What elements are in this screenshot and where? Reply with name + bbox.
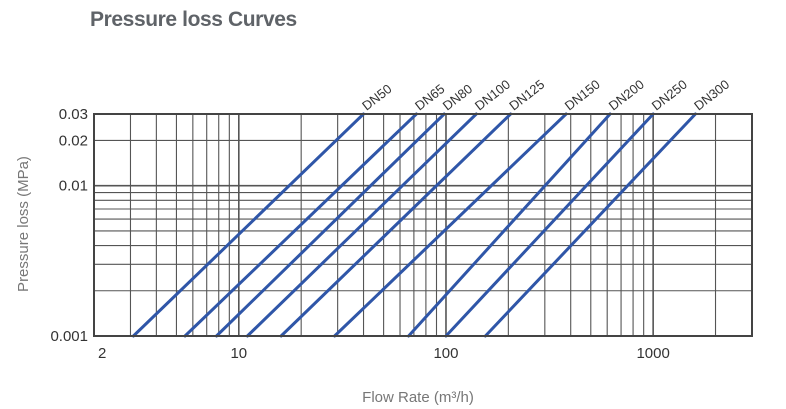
series-line-dn300 bbox=[483, 112, 697, 338]
series-line-dn80 bbox=[215, 112, 446, 338]
series-label-dn200: DN200 bbox=[606, 77, 647, 114]
y-tick-label: 0.02 bbox=[59, 132, 88, 149]
tick-labels: 2 10 100 1000 0.001 0.01 0.02 0.03 bbox=[50, 106, 669, 362]
x-tick-label: 1000 bbox=[636, 345, 669, 362]
y-tick-label: 0.001 bbox=[50, 328, 88, 345]
series-label-dn80: DN80 bbox=[440, 81, 475, 113]
series-line-dn50 bbox=[131, 112, 365, 338]
x-axis-title: Flow Rate (m³/h) bbox=[362, 389, 474, 406]
series-line-dn200 bbox=[407, 112, 612, 338]
grid bbox=[94, 114, 752, 336]
x-tick-label: 2 bbox=[98, 345, 106, 362]
y-tick-label: 0.01 bbox=[59, 178, 88, 195]
series-lines bbox=[131, 112, 697, 338]
y-tick-label: 0.03 bbox=[59, 106, 88, 123]
series-label-dn125: DN125 bbox=[506, 77, 547, 114]
series-label-dn65: DN65 bbox=[412, 81, 447, 113]
series-label-dn150: DN150 bbox=[562, 77, 603, 114]
series-line-dn100 bbox=[245, 112, 478, 338]
series-line-dn125 bbox=[279, 112, 513, 338]
page-title: Pressure loss Curves bbox=[90, 8, 297, 31]
y-axis-title: Pressure loss (MPa) bbox=[15, 156, 32, 292]
series-label-dn300: DN300 bbox=[691, 77, 732, 114]
series-line-dn250 bbox=[444, 112, 655, 338]
x-tick-label: 100 bbox=[433, 345, 458, 362]
plot-border bbox=[93, 113, 753, 337]
x-tick-label: 10 bbox=[230, 345, 247, 362]
series-label-dn50: DN50 bbox=[359, 81, 394, 113]
series-line-dn65 bbox=[183, 112, 418, 338]
series-label-dn100: DN100 bbox=[472, 77, 513, 114]
series-line-dn150 bbox=[333, 112, 568, 338]
plot-frame bbox=[93, 113, 753, 337]
series-label-dn250: DN250 bbox=[649, 77, 690, 114]
